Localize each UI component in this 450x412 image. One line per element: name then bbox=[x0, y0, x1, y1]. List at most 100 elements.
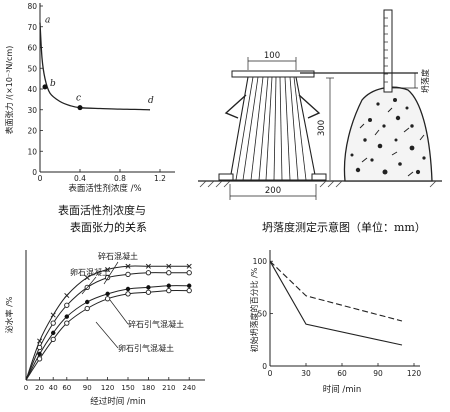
data-point bbox=[64, 292, 70, 299]
y-tick-label: 70 bbox=[27, 23, 37, 32]
data-point bbox=[105, 266, 111, 273]
data-point bbox=[50, 336, 56, 343]
series-label: 卵石混凝土 bbox=[70, 267, 110, 277]
data-point bbox=[104, 296, 111, 302]
data-point bbox=[166, 283, 171, 288]
y-tick-label: 30 bbox=[27, 106, 37, 115]
data-point bbox=[186, 270, 192, 276]
data-point bbox=[145, 270, 152, 276]
x-axis-label: 表面活性剂浓度 /% bbox=[68, 183, 141, 194]
dim-top-label: 100 bbox=[264, 51, 280, 61]
slump-diagram: 100 200 300 bbox=[198, 9, 442, 200]
series-line bbox=[25, 285, 190, 381]
dim-bottom-label: 200 bbox=[265, 186, 281, 196]
slump-loss-chart: 0 30 60 90 120 0 50 100 初始坍落度的百分比 /% 时间 /min bbox=[249, 250, 421, 395]
x-tick-label: 0 bbox=[268, 369, 273, 378]
measuring-rod bbox=[383, 9, 393, 93]
series-label: 碎石引气混凝土 bbox=[128, 319, 184, 329]
annotation-point bbox=[42, 84, 48, 90]
data-point bbox=[125, 286, 131, 292]
data-point bbox=[51, 330, 56, 336]
series-label: 卵石引气混凝土 bbox=[118, 343, 174, 353]
surface-tension-caption-line2: 表面张力的关系 bbox=[70, 221, 147, 234]
slump-cone bbox=[218, 70, 327, 181]
x-tick-label: 0.4 bbox=[74, 174, 86, 183]
x-tick-label: 210 bbox=[162, 384, 175, 392]
x-tick-label: 0 bbox=[24, 384, 28, 392]
data-point bbox=[105, 291, 110, 297]
data-point bbox=[166, 287, 172, 294]
y-tick-label: 0 bbox=[262, 362, 267, 371]
annotation-label: c bbox=[76, 94, 81, 104]
x-tick-label: 120 bbox=[101, 384, 114, 392]
data-point bbox=[145, 289, 152, 295]
x-tick-label: 90 bbox=[83, 384, 92, 392]
annotation-label: a bbox=[45, 16, 50, 26]
data-point bbox=[125, 291, 131, 297]
y-tick-label: 0 bbox=[32, 168, 37, 177]
y-tick-label: 50 bbox=[257, 310, 267, 319]
x-tick-label: 20 bbox=[35, 384, 44, 392]
y-tick-label: 20 bbox=[27, 127, 37, 136]
data-point bbox=[64, 314, 70, 319]
data-point bbox=[146, 285, 151, 290]
x-tick-label: 30 bbox=[301, 369, 311, 378]
x-tick-label: 60 bbox=[337, 369, 347, 378]
data-point bbox=[186, 287, 192, 294]
y-tick-label: 100 bbox=[253, 257, 268, 266]
x-tick-label: 90 bbox=[373, 369, 383, 378]
aggregate-pattern bbox=[350, 98, 426, 175]
x-axis-label: 时间 /min bbox=[323, 384, 362, 395]
data-point bbox=[166, 263, 172, 269]
data-point bbox=[64, 302, 70, 308]
series-line bbox=[25, 265, 190, 381]
series-line bbox=[269, 260, 403, 322]
data-point bbox=[64, 320, 70, 326]
x-tick-label: 240 bbox=[183, 384, 196, 392]
data-point bbox=[36, 356, 43, 362]
surface-tension-curve bbox=[39, 22, 151, 111]
data-point bbox=[186, 263, 192, 269]
annotation-point bbox=[77, 105, 83, 111]
data-point bbox=[37, 338, 43, 344]
y-axis-label: 初始坍落度的百分比 /% bbox=[249, 267, 259, 352]
data-point bbox=[187, 283, 192, 288]
y-axis-label: 泌水率 /% bbox=[4, 296, 14, 333]
series-line bbox=[269, 260, 403, 346]
ground-hatching bbox=[199, 180, 437, 188]
y-tick-label: 10 bbox=[27, 147, 37, 156]
data-point bbox=[125, 271, 131, 278]
data-point bbox=[125, 263, 131, 269]
slump-label: 坍落度 bbox=[420, 69, 430, 93]
x-tick-label: 60 bbox=[62, 384, 71, 392]
series-label: 碎石混凝土 bbox=[98, 251, 138, 261]
series-line bbox=[25, 272, 190, 381]
data-point bbox=[37, 351, 42, 357]
slumped-concrete bbox=[343, 86, 433, 182]
y-tick-label: 60 bbox=[27, 44, 37, 53]
dim-height-label: 300 bbox=[317, 120, 327, 136]
x-axis-label: 经过时间 /min bbox=[90, 396, 146, 407]
x-tick-label: 180 bbox=[142, 384, 155, 392]
x-tick-label: 0.8 bbox=[114, 174, 126, 183]
surface-tension-caption-line1: 表面活性剂浓度与 bbox=[58, 204, 146, 217]
series-line bbox=[25, 290, 190, 381]
x-tick-label: 40 bbox=[49, 384, 58, 392]
x-tick-label: 150 bbox=[121, 384, 134, 392]
data-point bbox=[84, 275, 90, 281]
x-tick-label: 1.2 bbox=[154, 174, 166, 183]
annotation-label: b bbox=[50, 79, 56, 89]
y-tick-label: 40 bbox=[27, 85, 37, 94]
data-point bbox=[50, 320, 56, 326]
data-point bbox=[84, 305, 90, 312]
annotation-label: d bbox=[148, 96, 154, 106]
data-point bbox=[145, 263, 151, 269]
x-tick-label: 0 bbox=[38, 174, 43, 183]
x-tick-label: 120 bbox=[407, 369, 422, 378]
y-tick-label: 50 bbox=[27, 64, 37, 73]
y-tick-label: 80 bbox=[27, 2, 37, 11]
surface-tension-chart: 0 10 20 30 40 50 60 70 80 0 0.4 0.8 1.2 a b c d 表面张力 /… bbox=[4, 2, 175, 194]
y-axis-label: 表面张力 /(×10⁻³N/cm) bbox=[4, 46, 14, 135]
slump-caption: 坍落度测定示意图（单位：mm） bbox=[262, 221, 426, 234]
